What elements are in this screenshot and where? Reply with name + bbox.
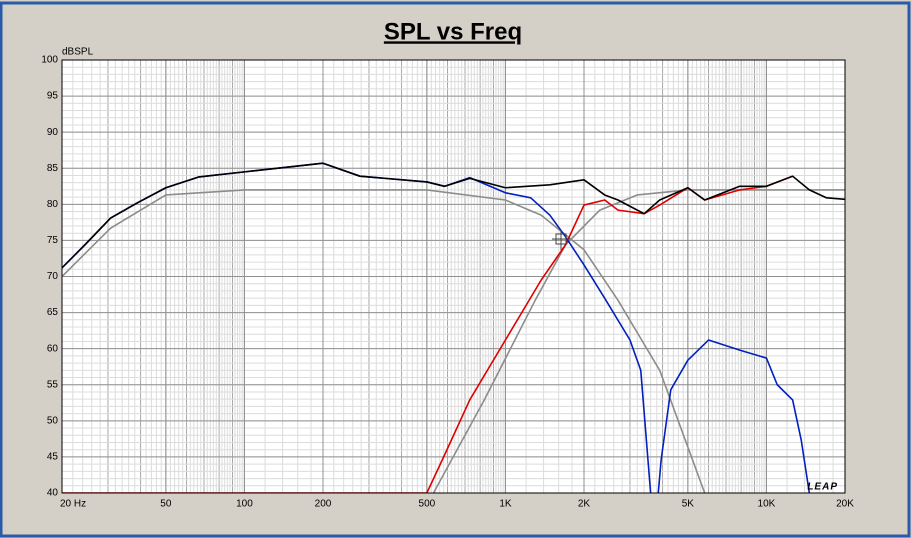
series-line bbox=[62, 162, 845, 269]
plot-border bbox=[61, 59, 846, 494]
y-axis-label: dBSPL bbox=[62, 47, 94, 58]
y-tick-label: 85 bbox=[47, 163, 59, 174]
y-tick-label: 75 bbox=[47, 235, 59, 246]
x-tick-label: 5K bbox=[682, 499, 695, 510]
x-tick-label: 1K bbox=[499, 499, 512, 510]
y-tick-label: 40 bbox=[47, 488, 59, 499]
x-tick-label: 20K bbox=[836, 499, 854, 510]
y-tick-label: 60 bbox=[47, 343, 59, 354]
y-tick-label: 55 bbox=[47, 379, 59, 390]
y-tick-label: 100 bbox=[41, 55, 58, 66]
y-tick-label: 90 bbox=[47, 127, 59, 138]
x-tick-label: 100 bbox=[236, 499, 253, 510]
y-tick-label: 65 bbox=[47, 307, 59, 318]
y-tick-label: 80 bbox=[47, 199, 59, 210]
y-tick-label: 95 bbox=[47, 91, 59, 102]
curves bbox=[62, 162, 845, 493]
grid bbox=[61, 59, 846, 494]
x-tick-label: 500 bbox=[419, 499, 436, 510]
x-tick-label: 50 bbox=[160, 499, 172, 510]
series-line bbox=[62, 189, 706, 493]
series-line bbox=[62, 175, 793, 493]
y-tick-label: 45 bbox=[47, 452, 59, 463]
cursor bbox=[552, 230, 570, 250]
chart-title: SPL vs Freq bbox=[384, 18, 522, 45]
x-tick-label: 10K bbox=[758, 499, 776, 510]
y-tick-label: 70 bbox=[47, 271, 59, 282]
x-tick-label: 200 bbox=[315, 499, 332, 510]
x-tick-label: 2K bbox=[578, 499, 591, 510]
y-tick-label: 50 bbox=[47, 415, 59, 426]
x-tick-label: 20 Hz bbox=[60, 499, 86, 510]
watermark: LEAP bbox=[807, 482, 838, 493]
